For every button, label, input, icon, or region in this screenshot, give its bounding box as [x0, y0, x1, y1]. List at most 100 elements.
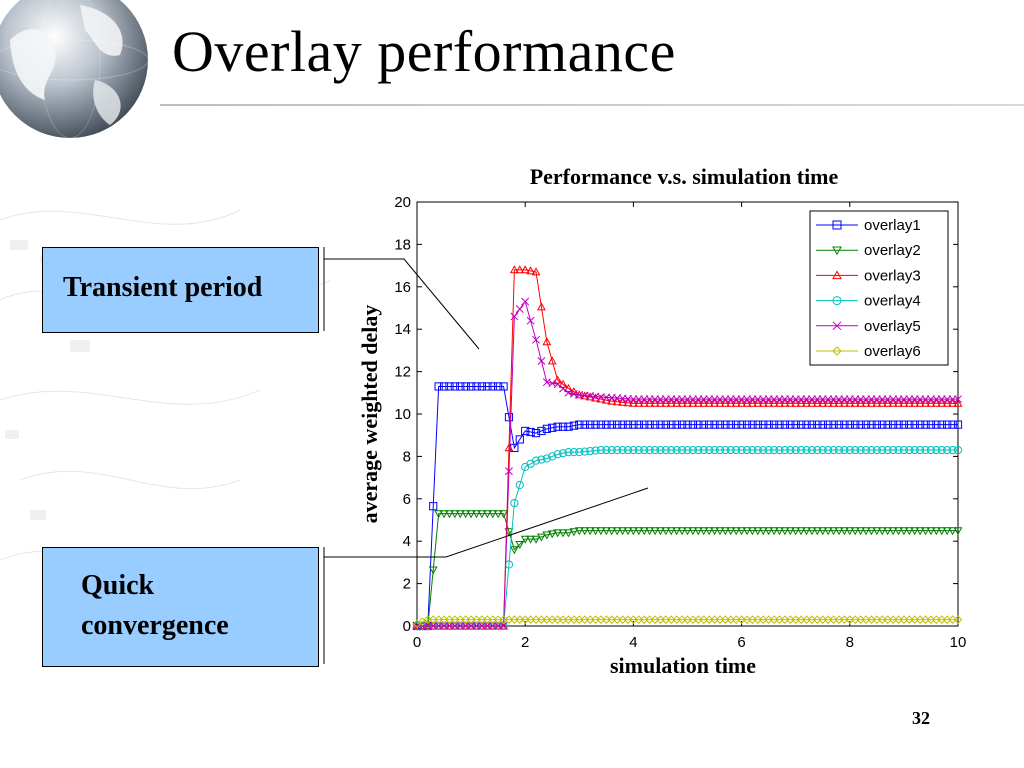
data-point-marker: [531, 428, 541, 438]
data-point-marker: [823, 527, 833, 536]
data-point-marker: [477, 382, 487, 391]
data-point-marker: [797, 445, 806, 455]
data-point-marker: [932, 420, 941, 429]
data-point-marker: [602, 445, 611, 455]
legend-label: overlay3: [864, 267, 921, 284]
data-point-marker: [742, 398, 752, 407]
data-point-marker: [759, 420, 768, 429]
data-point-marker: [818, 398, 828, 407]
data-point-marker: [802, 527, 811, 536]
slide-number: 32: [912, 708, 930, 728]
data-point-marker: [542, 454, 551, 463]
data-point-marker: [580, 527, 590, 536]
data-point-marker: [921, 420, 930, 429]
legend-label: overlay2: [864, 242, 921, 259]
data-point-marker: [629, 445, 638, 455]
data-point-marker: [477, 510, 487, 519]
data-point-marker: [569, 421, 578, 430]
data-point-marker: [861, 420, 871, 429]
x-tick-label: 4: [629, 634, 637, 651]
data-point-marker: [569, 448, 578, 457]
data-point-marker: [720, 398, 730, 407]
data-point-marker: [861, 445, 871, 455]
data-point-marker: [526, 427, 535, 437]
data-point-marker: [797, 420, 806, 429]
y-tick-label: 0: [403, 618, 411, 635]
data-point-marker: [791, 527, 801, 536]
data-point-marker: [899, 398, 909, 407]
data-point-marker: [521, 426, 530, 436]
data-point-marker: [537, 426, 546, 436]
data-point-marker: [548, 423, 557, 432]
data-point-marker: [764, 420, 773, 429]
data-point-marker: [558, 529, 568, 538]
data-point-marker: [542, 337, 552, 346]
data-point-marker: [807, 398, 817, 407]
data-point-marker: [948, 527, 958, 536]
data-point-marker: [829, 398, 839, 407]
data-point-marker: [656, 527, 665, 536]
data-point-marker: [791, 398, 801, 407]
data-point-marker: [548, 452, 557, 461]
data-point-marker: [461, 510, 471, 519]
data-point-marker: [715, 527, 725, 536]
data-point-marker: [910, 398, 920, 407]
data-point-marker: [832, 246, 842, 256]
title-underline: [160, 104, 1024, 106]
data-point-marker: [699, 420, 708, 429]
data-point-marker: [483, 382, 492, 391]
data-point-marker: [845, 398, 855, 407]
data-point-marker: [677, 445, 687, 455]
data-point-marker: [639, 527, 649, 536]
data-point-marker: [705, 420, 714, 429]
data-point-marker: [791, 420, 800, 429]
data-point-marker: [564, 383, 573, 392]
data-point-marker: [607, 527, 617, 536]
data-point-marker: [780, 420, 789, 429]
data-point-marker: [494, 382, 503, 391]
data-point-marker: [661, 527, 671, 536]
data-point-marker: [661, 398, 671, 407]
data-point-marker: [732, 445, 741, 455]
data-point-marker: [505, 467, 513, 476]
data-point-marker: [613, 420, 622, 429]
data-point-marker: [872, 398, 882, 407]
quick-convergence-label: Quick convergence: [81, 570, 229, 641]
data-point-marker: [645, 445, 654, 455]
series-overlay1: [412, 382, 963, 631]
data-point-marker: [715, 445, 725, 455]
data-point-marker: [726, 445, 735, 455]
data-point-marker: [894, 527, 903, 536]
data-point-marker: [791, 445, 800, 455]
data-point-marker: [834, 398, 844, 407]
data-point-marker: [650, 420, 660, 429]
data-point-marker: [542, 424, 551, 433]
data-point-marker: [932, 445, 941, 455]
data-point-marker: [666, 398, 676, 407]
data-point-marker: [726, 420, 735, 429]
data-point-marker: [645, 527, 655, 536]
data-point-marker: [640, 445, 649, 455]
data-point-marker: [834, 420, 844, 429]
data-point-marker: [943, 420, 952, 429]
data-point-marker: [926, 420, 936, 429]
data-point-marker: [915, 398, 925, 407]
data-point-marker: [775, 445, 784, 455]
data-point-marker: [953, 527, 963, 536]
data-point-marker: [807, 420, 817, 429]
data-point-marker: [537, 357, 546, 365]
x-axis-label: simulation time: [610, 653, 756, 678]
data-point-marker: [694, 445, 703, 455]
data-point-marker: [586, 447, 595, 456]
data-point-marker: [688, 398, 698, 407]
data-point-marker: [899, 420, 908, 429]
callout-connectors: [323, 247, 649, 664]
data-point-marker: [574, 527, 584, 536]
data-point-marker: [883, 445, 892, 455]
data-point-marker: [839, 398, 849, 407]
slide-title: Overlay performance: [172, 19, 676, 84]
data-point-marker: [640, 420, 649, 429]
quick-leader-line: [324, 487, 649, 558]
data-point-marker: [732, 420, 741, 429]
y-tick-label: 8: [403, 448, 411, 465]
